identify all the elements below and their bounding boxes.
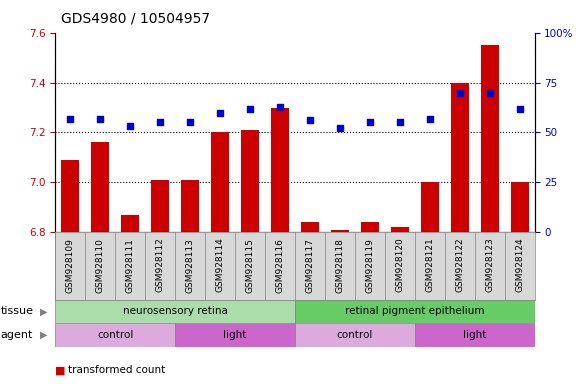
Bar — [121, 215, 139, 232]
Bar — [421, 182, 439, 232]
Bar — [211, 132, 229, 232]
Bar — [331, 230, 349, 232]
Text: GDS4980 / 10504957: GDS4980 / 10504957 — [61, 12, 210, 25]
Bar — [55, 300, 295, 323]
Point — [155, 119, 164, 126]
Point — [216, 109, 225, 116]
Text: GSM928123: GSM928123 — [485, 238, 494, 293]
Bar — [151, 180, 169, 232]
Point — [245, 106, 254, 112]
Point — [485, 89, 494, 96]
Text: retinal pigment epithelium: retinal pigment epithelium — [345, 306, 485, 316]
Text: GSM928115: GSM928115 — [245, 238, 254, 293]
Text: GSM928120: GSM928120 — [395, 238, 404, 293]
Bar — [271, 108, 289, 232]
Text: control: control — [97, 330, 133, 340]
Bar — [511, 182, 529, 232]
Text: GSM928116: GSM928116 — [275, 238, 284, 293]
Bar — [295, 300, 535, 323]
Text: GSM928113: GSM928113 — [185, 238, 195, 293]
Point — [425, 116, 435, 122]
Text: GSM928119: GSM928119 — [365, 238, 374, 293]
Text: GSM928121: GSM928121 — [425, 238, 434, 293]
Bar — [241, 130, 259, 232]
Point — [395, 119, 404, 126]
Bar — [181, 180, 199, 232]
Bar — [390, 227, 408, 232]
Text: neurosensory retina: neurosensory retina — [123, 306, 228, 316]
Bar — [295, 323, 415, 347]
Bar — [55, 323, 175, 347]
Text: ▶: ▶ — [40, 330, 47, 340]
Text: GSM928110: GSM928110 — [96, 238, 105, 293]
Text: GSM928109: GSM928109 — [66, 238, 75, 293]
Bar — [61, 160, 79, 232]
Text: control: control — [336, 330, 373, 340]
Text: GSM928114: GSM928114 — [216, 238, 224, 293]
Text: transformed count: transformed count — [68, 365, 165, 375]
Point — [66, 116, 75, 122]
Bar — [415, 323, 535, 347]
Text: light: light — [223, 330, 246, 340]
Point — [455, 89, 464, 96]
Bar — [301, 222, 319, 232]
Point — [515, 106, 524, 112]
Text: GSM928111: GSM928111 — [125, 238, 135, 293]
Text: ■: ■ — [55, 365, 66, 375]
Text: agent: agent — [1, 330, 33, 340]
Text: GSM928118: GSM928118 — [335, 238, 345, 293]
Point — [365, 119, 374, 126]
Text: GSM928117: GSM928117 — [306, 238, 314, 293]
Bar — [175, 323, 295, 347]
Point — [305, 118, 314, 124]
Text: light: light — [463, 330, 486, 340]
Point — [125, 123, 135, 129]
Point — [275, 103, 285, 109]
Point — [335, 126, 345, 132]
Text: ▶: ▶ — [40, 306, 47, 316]
Point — [95, 116, 105, 122]
Point — [185, 119, 195, 126]
Text: tissue: tissue — [1, 306, 34, 316]
Bar — [361, 222, 379, 232]
Bar — [480, 45, 498, 232]
Text: GSM928124: GSM928124 — [515, 238, 524, 292]
Bar — [451, 83, 469, 232]
Text: GSM928122: GSM928122 — [455, 238, 464, 292]
Bar — [91, 142, 109, 232]
Text: GSM928112: GSM928112 — [156, 238, 164, 293]
